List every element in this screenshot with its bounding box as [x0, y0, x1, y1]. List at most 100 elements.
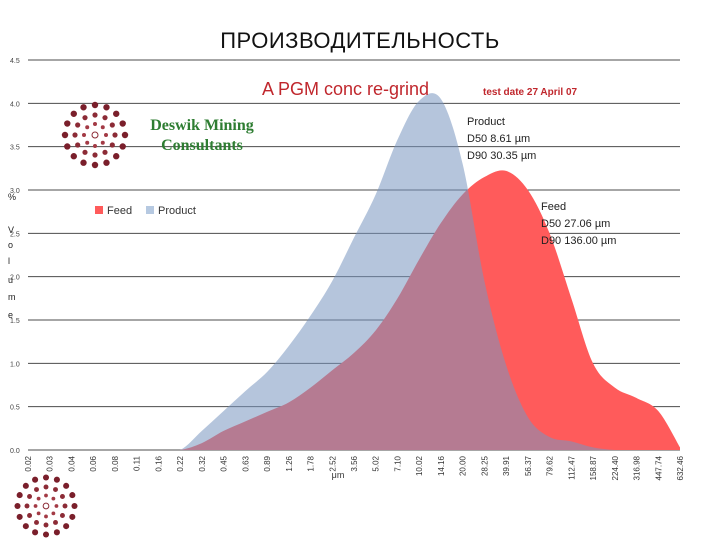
- logo-dot: [53, 519, 58, 525]
- x-tick-label: 632.46: [676, 455, 685, 480]
- x-tick-label: 0.16: [154, 455, 163, 471]
- chart-title: A PGM conc re-grind: [262, 79, 429, 99]
- logo-dot: [119, 143, 126, 150]
- x-tick-label: 56.37: [524, 455, 533, 476]
- y-axis-label-char: o: [8, 240, 13, 250]
- logo-dot: [32, 529, 39, 536]
- y-axis-label-char: l: [8, 256, 10, 266]
- logo-dot: [75, 122, 81, 128]
- y-tick-label: 2.0: [10, 275, 20, 282]
- logo-dot: [102, 115, 108, 121]
- x-tick-label: 0.63: [241, 455, 250, 471]
- x-tick-label: 0.11: [133, 455, 142, 471]
- logo-dot: [71, 502, 78, 510]
- dot-ring-icon: [61, 101, 129, 169]
- x-tick-label: 0.03: [46, 455, 55, 471]
- series-feed-area: [28, 170, 680, 451]
- logo-dot: [103, 104, 110, 111]
- logo-dot: [82, 115, 88, 121]
- x-tick-label: 158.87: [589, 455, 598, 480]
- logo-dot: [92, 152, 98, 158]
- x-tick-label: 7.10: [393, 455, 402, 471]
- x-tick-label: 3.56: [350, 455, 359, 471]
- logo-center-ring: [42, 502, 50, 510]
- y-tick-label: 0.5: [10, 405, 20, 412]
- logo-dot: [44, 493, 48, 498]
- y-tick-label: 2.5: [10, 231, 20, 238]
- logo-dot: [70, 153, 77, 160]
- corner-logo-icon: [14, 474, 78, 538]
- logo-dot: [100, 140, 105, 145]
- logo-dot: [16, 492, 23, 499]
- logo-dot: [72, 132, 78, 138]
- logo-dot: [80, 159, 87, 166]
- x-tick-label: 14.16: [437, 455, 446, 476]
- x-tick-label: 1.78: [307, 455, 316, 471]
- x-tick-label: 0.04: [67, 455, 76, 471]
- logo-dot: [22, 523, 29, 530]
- logo-dot: [100, 125, 105, 130]
- logo-dot: [70, 110, 77, 117]
- x-tick-label: 10.02: [415, 455, 424, 476]
- legend-product-swatch: [146, 206, 154, 214]
- logo-dot: [34, 519, 39, 525]
- y-tick-label: 3.5: [10, 145, 20, 152]
- logo-dot: [54, 504, 59, 508]
- logo-dot: [51, 511, 56, 516]
- x-tick-label: 0.32: [198, 455, 207, 471]
- x-tick-label: 1.26: [285, 455, 294, 471]
- logo-dot: [53, 476, 60, 483]
- y-tick-label: 4.5: [10, 58, 20, 65]
- annotation-feed-line: D50 27.06 µm: [541, 218, 610, 230]
- logo-dot: [34, 487, 39, 493]
- logo-dot: [27, 494, 33, 499]
- logo-dot: [43, 484, 49, 490]
- y-axis-label-char: %: [8, 192, 16, 202]
- logo-dot: [113, 153, 120, 160]
- logo-dot: [82, 133, 86, 137]
- logo-dot: [62, 503, 68, 509]
- logo-dot: [64, 120, 71, 127]
- annotation-product-line: D50 8.61 µm: [467, 133, 530, 145]
- x-tick-label: 0.22: [176, 455, 185, 471]
- logo-dot: [59, 513, 65, 518]
- x-tick-label: 39.91: [502, 455, 511, 476]
- y-tick-label: 1.5: [10, 318, 20, 325]
- x-tick-label: 79.62: [546, 455, 555, 476]
- logo-dot: [14, 502, 21, 510]
- logo-dot: [113, 110, 120, 117]
- logo-dot: [36, 511, 41, 516]
- x-tick-label: 447.74: [654, 455, 663, 480]
- logo-dot: [85, 140, 90, 145]
- y-tick-label: 3.0: [10, 188, 20, 195]
- logo-dot: [24, 503, 30, 509]
- x-tick-label: 0.02: [24, 455, 33, 471]
- x-tick-label: 5.02: [372, 455, 381, 471]
- y-tick-label: 1.0: [10, 361, 20, 368]
- logo-dot: [93, 122, 97, 126]
- logo-name-line1: Deswik Mining: [150, 117, 254, 134]
- x-tick-label: 0.89: [263, 455, 272, 471]
- logo-dot: [64, 143, 71, 150]
- logo-dot: [69, 492, 76, 499]
- y-tick-label: 0.0: [10, 448, 20, 455]
- slide-title: ПРОИЗВОДИТЕЛЬНОСТЬ: [220, 28, 500, 53]
- legend-product-label: Product: [158, 205, 196, 217]
- logo-dot: [85, 125, 90, 130]
- logo-dot: [91, 101, 99, 109]
- logo-dot: [92, 112, 98, 118]
- annotation-feed-line: Feed: [541, 201, 566, 213]
- logo-dot: [109, 122, 115, 128]
- x-axis-label: μm: [332, 470, 345, 480]
- logo-name-line2: Consultants: [161, 137, 243, 154]
- logo-dot: [109, 142, 115, 148]
- logo-dot: [22, 482, 29, 489]
- logo-dot: [63, 523, 70, 530]
- annotation-product-line: D90 30.35 µm: [467, 150, 536, 162]
- logo-dot: [53, 529, 60, 536]
- y-axis-label-char: m: [8, 292, 16, 302]
- x-tick-label: 28.25: [480, 455, 489, 476]
- logo-dot: [51, 496, 56, 501]
- company-logo: Deswik Mining Consultants: [60, 100, 270, 170]
